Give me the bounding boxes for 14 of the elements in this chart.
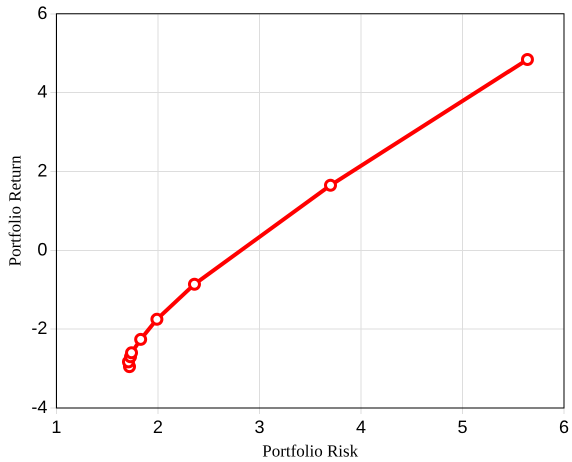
x-tick-label: 1 [51,416,62,437]
y-tick-label: -2 [31,318,48,338]
y-tick-label: 2 [37,160,48,180]
x-tick-label: 5 [457,416,468,437]
y-axis-title: Portfolio Return [6,154,25,266]
y-tick-label: 6 [37,2,48,23]
x-axis-title: Portfolio Risk [262,441,359,460]
y-tick-label: 0 [37,239,48,260]
x-tick-label: 6 [558,416,569,437]
y-tick-label: -4 [31,396,48,417]
x-tick-label: 3 [254,416,264,437]
x-tick-label: 4 [356,416,366,437]
x-tick-label: 2 [152,416,163,437]
y-tick-label: 4 [37,82,48,102]
